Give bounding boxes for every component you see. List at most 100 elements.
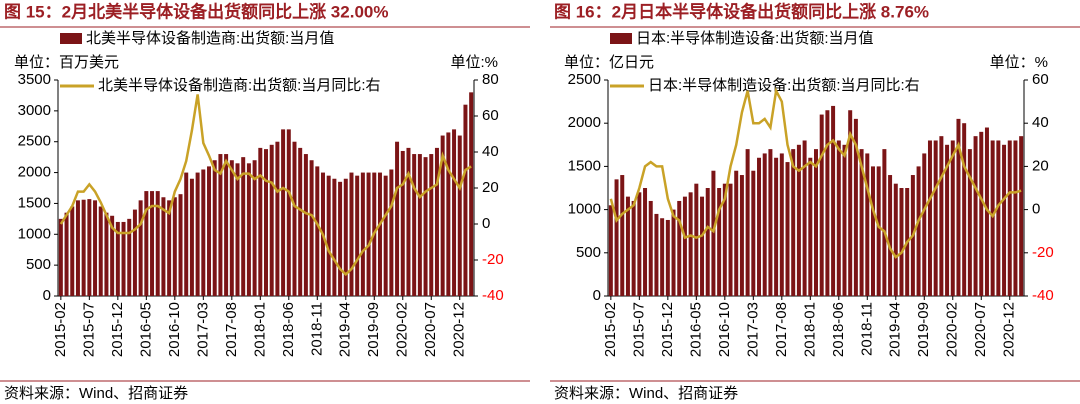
bar xyxy=(303,154,308,296)
bar xyxy=(682,196,687,296)
bar xyxy=(825,110,830,297)
bar xyxy=(138,200,143,296)
y-tick-label: 1500 xyxy=(18,194,51,211)
bar xyxy=(184,172,189,296)
bar xyxy=(412,154,417,296)
bar xyxy=(207,166,212,296)
bar xyxy=(195,172,200,296)
bar xyxy=(688,192,693,296)
x-tick-label: 2020-07 xyxy=(972,302,989,357)
bar xyxy=(859,149,864,296)
legend-label: 北美半导体设备制造商:出货额:当月同比:右 xyxy=(98,77,381,94)
y2-tick-label: 40 xyxy=(482,143,499,160)
chart-title: 图 15：2月北美半导体设备出货额同比上涨 32.00% xyxy=(4,1,388,21)
bar xyxy=(922,153,927,296)
bar xyxy=(167,200,172,296)
bar xyxy=(734,170,739,296)
bar xyxy=(608,205,613,296)
legend-swatch xyxy=(60,33,82,44)
y2-unit: 单位：% xyxy=(990,54,1048,71)
x-tick-label: 2016-05 xyxy=(137,302,154,357)
bar xyxy=(292,141,297,296)
bar xyxy=(745,149,750,296)
x-tick-label: 2019-04 xyxy=(337,302,354,357)
bar xyxy=(115,221,120,296)
bar xyxy=(75,200,80,296)
bar xyxy=(178,194,183,296)
x-tick-label: 2017-03 xyxy=(194,302,211,357)
x-tick-label: 2016-10 xyxy=(716,302,733,357)
x-tick-label: 2018-11 xyxy=(858,302,875,356)
bar xyxy=(665,219,670,296)
bar xyxy=(81,199,86,296)
bar xyxy=(469,92,474,296)
y2-tick-label: -40 xyxy=(482,287,504,304)
bar xyxy=(87,199,92,296)
x-tick-label: 2016-05 xyxy=(687,302,704,357)
x-tick-label: 2018-06 xyxy=(830,302,847,357)
bar xyxy=(246,163,251,296)
y-tick-label: 2000 xyxy=(18,164,51,181)
x-tick-label: 2018-01 xyxy=(801,302,818,357)
bar xyxy=(252,160,257,296)
bar xyxy=(916,166,921,296)
y2-tick-label: 60 xyxy=(1032,71,1049,88)
bar xyxy=(463,104,468,296)
bar xyxy=(93,200,98,296)
bar xyxy=(831,105,836,296)
bar xyxy=(625,196,630,296)
bar xyxy=(700,196,705,296)
bar xyxy=(1007,140,1012,296)
bar xyxy=(677,200,682,296)
y2-unit: 单位:% xyxy=(450,54,498,71)
bar xyxy=(984,127,989,297)
bar xyxy=(631,200,636,296)
bar xyxy=(814,149,818,296)
y-tick-label: 2000 xyxy=(568,114,601,131)
y2-tick-label: 0 xyxy=(482,215,490,232)
y-tick-label: 1500 xyxy=(568,157,601,174)
bar xyxy=(768,149,773,296)
bar xyxy=(383,175,388,296)
y-tick-label: 1000 xyxy=(568,201,601,218)
bar xyxy=(660,218,665,296)
bar xyxy=(694,183,699,296)
bar xyxy=(150,191,155,296)
y-tick-label: 0 xyxy=(43,287,51,304)
y-tick-label: 2500 xyxy=(568,71,601,88)
bar xyxy=(1013,140,1018,296)
source: 资料来源：Wind、招商证券 xyxy=(554,385,738,402)
x-tick-label: 2015-07 xyxy=(630,302,647,357)
bar xyxy=(865,153,870,296)
y2-tick-label: 20 xyxy=(482,179,499,196)
bar xyxy=(161,197,166,296)
y-unit: 单位：百万美元 xyxy=(14,54,119,71)
bar xyxy=(332,178,337,296)
y-tick-label: 2500 xyxy=(18,133,51,150)
bar xyxy=(637,192,642,296)
bar xyxy=(275,141,280,296)
bar xyxy=(853,118,858,296)
line-series xyxy=(59,94,472,277)
y-tick-label: 0 xyxy=(593,287,601,304)
bar xyxy=(212,160,217,296)
bar xyxy=(298,147,303,296)
bar xyxy=(933,140,938,296)
legend-swatch xyxy=(610,33,632,44)
x-tick-label: 2018-01 xyxy=(251,302,268,357)
bar xyxy=(779,153,784,296)
x-tick-label: 2018-06 xyxy=(280,302,297,357)
x-tick-label: 2017-03 xyxy=(744,302,761,357)
y2-tick-label: 80 xyxy=(482,71,499,88)
x-tick-label: 2018-11 xyxy=(308,302,325,356)
y-unit: 单位：亿日元 xyxy=(564,54,654,71)
bar xyxy=(842,144,847,296)
bar xyxy=(722,183,727,296)
legend-label: 日本:半导体制造设备:出货额:当月值 xyxy=(636,30,874,47)
x-tick-label: 2015-07 xyxy=(80,302,97,357)
bar xyxy=(870,166,875,296)
bar xyxy=(967,149,972,296)
bar xyxy=(258,147,263,296)
bar xyxy=(648,200,653,296)
bar xyxy=(705,188,710,296)
